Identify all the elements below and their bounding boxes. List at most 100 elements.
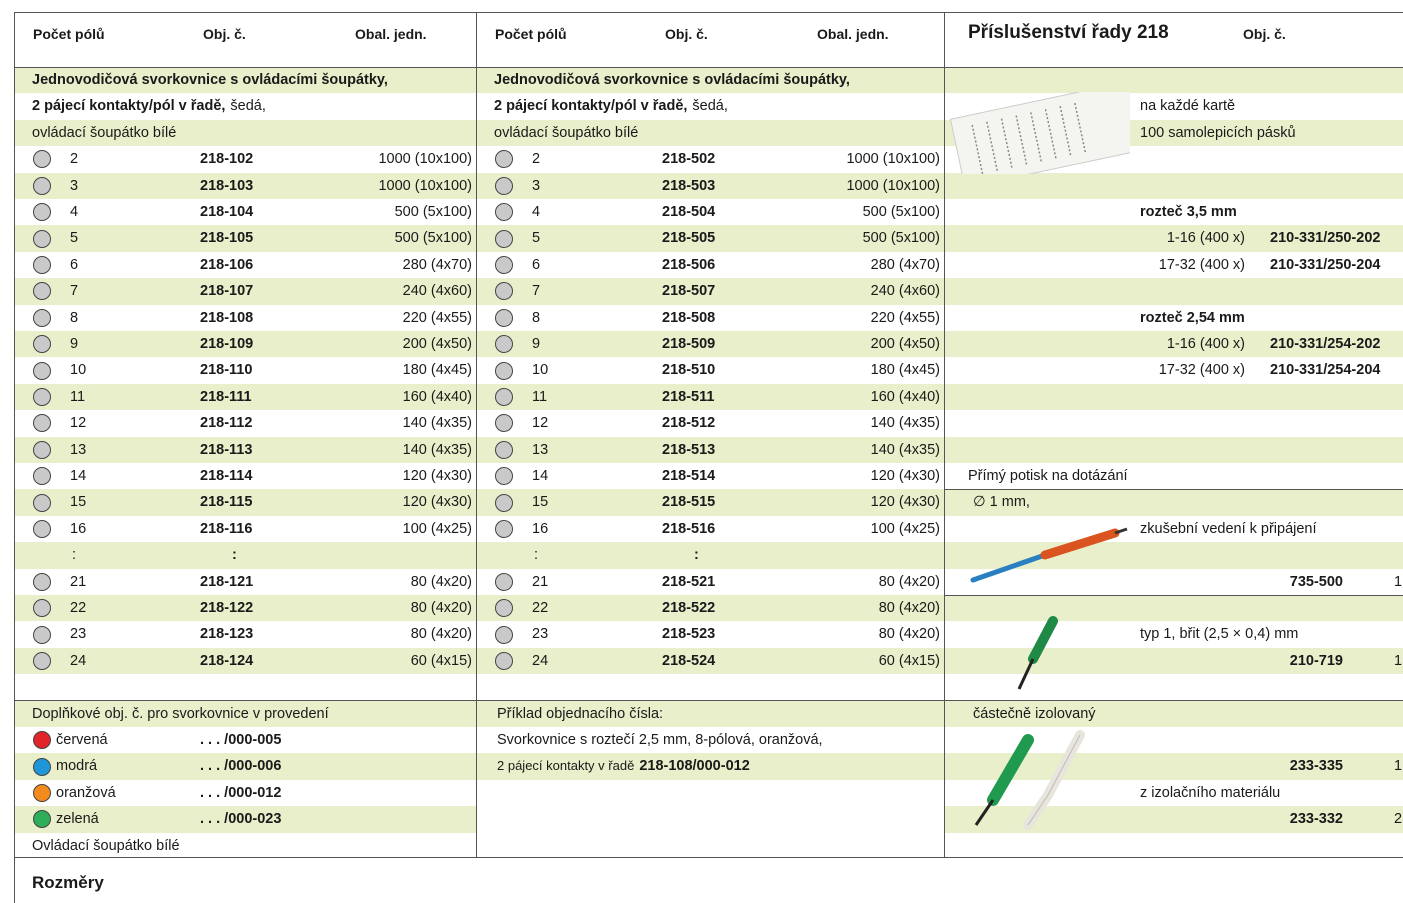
quantity: 25 <box>1394 811 1403 828</box>
table-row: 15 218-515 120 (4x30) <box>476 489 944 516</box>
packing-unit: 500 (5x100) <box>862 204 940 220</box>
variant-code: . . . /000-023 <box>200 811 282 828</box>
pole-dot <box>495 625 513 644</box>
pole-count: 21 <box>532 573 549 590</box>
table-row: 3 218-503 1000 (10x100) <box>476 172 944 199</box>
packing-unit: 140 (4x35) <box>870 415 940 432</box>
packing-unit: 500 (5x100) <box>394 230 472 247</box>
note: Přímý potisk na dotázání <box>968 468 1128 484</box>
range: 1-16 (400 x) <box>1166 336 1245 352</box>
accessory-row <box>944 410 1403 437</box>
accessory-row: částečně izolovaný <box>944 700 1403 727</box>
pole-dot <box>33 255 51 274</box>
pole-count: 10 <box>532 362 549 379</box>
table-row: 12 218-512 140 (4x35) <box>476 410 944 437</box>
order-number: 218-113 <box>200 441 253 458</box>
pole-count: 11 <box>532 388 548 405</box>
accessory-row: Přímý potisk na dotázání <box>944 463 1403 490</box>
bold-text: 2 pájecí kontakty/pól v řadě, <box>32 98 226 115</box>
packing-unit: 140 (4x35) <box>402 415 472 432</box>
table-row: 16 218-516 100 (4x25) <box>476 515 944 543</box>
packing-unit: 140 (4x35) <box>870 441 940 458</box>
order-number: 218-503 <box>662 177 716 194</box>
table-row: červená . . . /000-005 <box>14 727 476 754</box>
pole-count: 7 <box>532 283 541 300</box>
table-row: 15 218-115 120 (4x30) <box>14 489 476 516</box>
pole-dot <box>495 282 513 301</box>
pole-count: 24 <box>70 652 87 669</box>
order-number: 218-521 <box>662 573 716 590</box>
pole-dot <box>495 335 513 354</box>
order-number: 218-123 <box>200 626 254 643</box>
rule <box>14 67 1403 68</box>
packing-unit: 80 (4x20) <box>878 626 940 643</box>
quantity: 1 <box>1394 573 1403 590</box>
order-number: 210-719 <box>1289 652 1343 669</box>
pole-dot <box>33 387 51 406</box>
order-number: 218-513 <box>662 441 716 458</box>
order-number: 218-524 <box>662 652 716 669</box>
table-row: Příklad objednacího čísla: <box>476 700 944 727</box>
pole-dot <box>495 440 513 459</box>
pole-dot <box>495 308 513 327</box>
packing-unit: 80 (4x20) <box>878 573 940 590</box>
pole-dot <box>495 651 513 670</box>
order-number: 218-507 <box>662 283 716 300</box>
table-row: 8 218-108 220 (4x55) <box>14 304 476 331</box>
pole-count: 4 <box>532 204 541 220</box>
text-line: 2 pájecí kontakty v řadě 218-108/000-012 <box>497 753 750 779</box>
packing-unit: 1000 (10x100) <box>846 177 940 194</box>
color-name: modrá <box>56 758 98 775</box>
accessory-row: zkušební vedení k připájení <box>944 515 1403 543</box>
packing-unit: 200 (4x50) <box>870 336 940 352</box>
pole-count: 6 <box>532 256 541 273</box>
example-line: Svorkovnice s roztečí 2,5 mm, 8-pólová, … <box>497 732 823 748</box>
packing-unit: 120 (4x30) <box>402 494 472 511</box>
order-number: 218-121 <box>200 573 254 590</box>
accessory-row: 210-719 1 <box>944 647 1403 675</box>
pole-dot <box>33 335 51 354</box>
table-row: 7 218-107 240 (4x60) <box>14 278 476 305</box>
pole-dot <box>495 361 513 380</box>
packing-unit: 120 (4x30) <box>870 494 940 511</box>
variant-code: . . . /000-006 <box>200 758 282 775</box>
text-line: Jednovodičová svorkovnice s ovládacími š… <box>32 67 388 93</box>
order-number: 218-505 <box>662 230 716 247</box>
accessory-row <box>944 172 1403 199</box>
pole-count: 8 <box>70 309 79 326</box>
table-row: 6 218-106 280 (4x70) <box>14 251 476 279</box>
pole-dot <box>33 493 51 512</box>
pole-dot <box>33 229 51 248</box>
order-number: 233-335 <box>1289 758 1343 775</box>
operating-tools-image <box>974 730 1085 830</box>
variants-title: Doplňkové obj. č. pro svorkovnice v prov… <box>32 705 329 722</box>
pole-count: 10 <box>70 362 87 379</box>
accessory-row <box>944 832 1403 859</box>
spacer-row <box>476 674 944 701</box>
table-row: modrá . . . /000-006 <box>14 753 476 780</box>
column-header: Obj. č. <box>665 26 708 42</box>
table-row: 14 218-114 120 (4x30) <box>14 463 476 490</box>
accessory-row: 735-500 1 <box>944 568 1403 595</box>
label: z izolačního materiálu <box>1140 784 1281 801</box>
pole-dot <box>33 361 51 380</box>
order-number: 218-106 <box>200 256 254 273</box>
order-number: : <box>694 547 699 564</box>
pole-count: 8 <box>532 309 541 326</box>
table-row: 8 218-508 220 (4x55) <box>476 304 944 331</box>
column-header: Obj. č. <box>203 26 246 42</box>
table-row: Svorkovnice s roztečí 2,5 mm, 8-pólová, … <box>476 727 944 754</box>
text: šedá, <box>230 98 266 115</box>
pole-count: 15 <box>70 494 87 511</box>
pole-dot <box>33 651 51 670</box>
packing-unit: 220 (4x55) <box>402 309 472 326</box>
order-number: 218-523 <box>662 626 716 643</box>
table-row: 21 218-121 80 (4x20) <box>14 568 476 595</box>
pole-count: 16 <box>532 520 549 537</box>
packing-unit: 500 (5x100) <box>862 230 940 247</box>
table-row <box>476 779 944 807</box>
rule <box>14 700 1403 701</box>
pole-dot <box>33 599 51 618</box>
accessory-row <box>944 278 1403 305</box>
pole-count: 4 <box>70 204 79 220</box>
